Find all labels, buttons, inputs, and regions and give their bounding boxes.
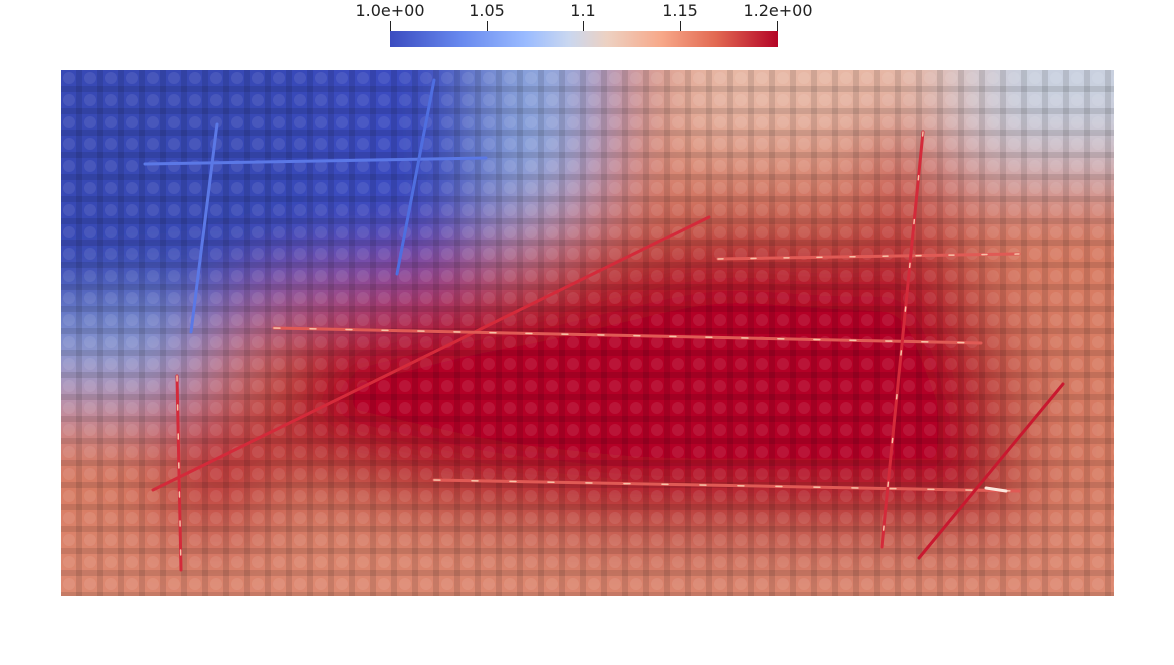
colorbar-tick-label-4: 1.15 [662,1,698,20]
fracture-lines-high [151,130,1065,572]
colorbar-gradient [390,31,778,47]
colorbar-tick-label-max: 1.2e+00 [743,1,813,20]
colorbar-tick [390,21,391,33]
fracture-lines-low [143,78,488,334]
colorbar-tick-label-3: 1.1 [570,1,596,20]
colorbar-tick [777,21,778,33]
colorbar-tick [583,21,584,33]
colorbar-legend: 1.0e+00 1.05 1.1 1.15 1.2e+00 [355,0,813,50]
colorbar-tick [487,21,488,33]
mesh-texture [61,70,1114,596]
scalar-field-plot [61,70,1114,596]
colorbar-tick-label-min: 1.0e+00 [355,1,425,20]
colorbar-tick-label-2: 1.05 [469,1,505,20]
colorbar-tick [680,21,681,33]
render-view[interactable] [61,70,1114,596]
